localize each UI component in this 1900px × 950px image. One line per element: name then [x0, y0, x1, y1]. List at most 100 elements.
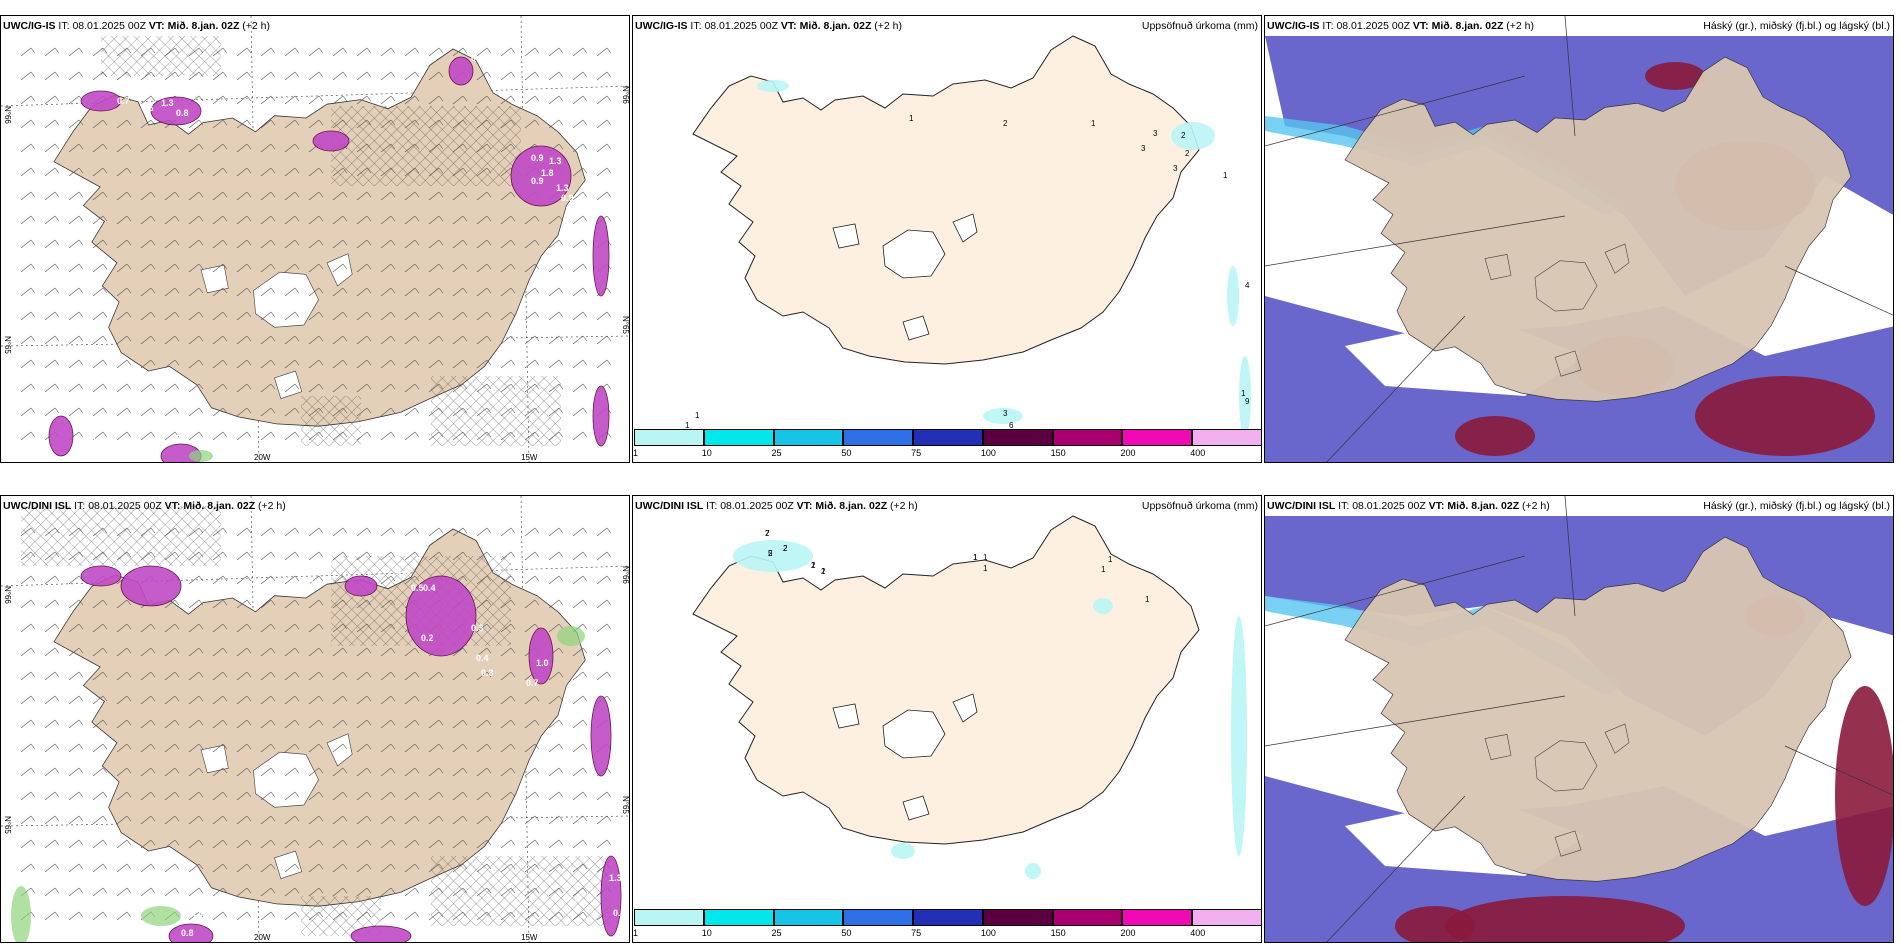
graticule-line: [1265, 75, 1526, 147]
wind-barb-flag: [390, 47, 396, 54]
wind-barb: [428, 143, 440, 153]
precip-area: [983, 408, 1023, 424]
wind-barb: [452, 215, 464, 225]
wind-barb: [476, 863, 488, 873]
wind-barb-flag: [486, 719, 492, 726]
cloud-cover-map: [1265, 16, 1893, 462]
wind-barb-flag: [438, 407, 444, 414]
cloud-cover-map: [1265, 496, 1893, 942]
wind-barb-flag: [222, 791, 228, 798]
wind-barb-flag: [198, 359, 204, 366]
wind-barb-flag: [102, 719, 108, 726]
wind-barb: [188, 815, 200, 825]
wind-barb: [332, 599, 344, 609]
wind-barb-flag: [606, 791, 612, 798]
wind-barb: [260, 719, 272, 729]
wind-barb-flag: [606, 95, 612, 102]
wind-barb: [476, 263, 488, 273]
precip-value-label: 0.9: [561, 193, 574, 203]
wind-barb-flag: [342, 527, 348, 534]
wind-barb-flag: [78, 167, 84, 174]
wind-barb-flag: [270, 287, 276, 294]
colorbar-swatch: [843, 909, 914, 926]
wind-barb-flag: [78, 815, 84, 822]
wind-barb-flag: [270, 191, 276, 198]
wind-barb-flag: [30, 167, 36, 174]
wind-barb-flag: [366, 887, 372, 894]
wind-barb: [356, 431, 368, 441]
wind-barb: [236, 719, 248, 729]
wind-barb-flag: [318, 71, 324, 78]
wind-barb-flag: [318, 191, 324, 198]
wind-barb: [164, 143, 176, 153]
wind-barb: [572, 95, 584, 105]
wind-barb-flag: [222, 239, 228, 246]
wind-barb: [500, 215, 512, 225]
wind-barb-flag: [390, 215, 396, 222]
wind-barb-flag: [342, 335, 348, 342]
wind-barb-flag: [294, 839, 300, 846]
wind-barb: [476, 719, 488, 729]
wind-barb-flag: [174, 263, 180, 270]
wind-barb: [20, 287, 32, 297]
wind-barb-flag: [582, 335, 588, 342]
wind-barb-flag: [582, 791, 588, 798]
wind-barb: [476, 191, 488, 201]
wind-barb: [452, 47, 464, 57]
wind-barb-flag: [174, 335, 180, 342]
wind-barb: [404, 887, 416, 897]
wind-barb-flag: [318, 863, 324, 870]
wind-barb: [188, 863, 200, 873]
colorbar-tick-label: 100: [980, 448, 996, 458]
wind-barb: [236, 887, 248, 897]
wind-barb: [380, 671, 392, 681]
panel-header: UWC/IG-IS IT: 08.01.2025 00Z VT: Mið. 8.…: [1267, 20, 1535, 32]
wind-barb: [68, 263, 80, 273]
wind-barb: [92, 47, 104, 57]
wind-barb: [404, 263, 416, 273]
wind-barb: [332, 287, 344, 297]
wind-barb: [92, 359, 104, 369]
wind-barb-flag: [270, 623, 276, 630]
wind-barb: [140, 215, 152, 225]
wind-barb-flag: [270, 431, 276, 438]
wind-barb: [236, 215, 248, 225]
wind-barb-flag: [270, 119, 276, 126]
wind-barb: [548, 311, 560, 321]
wind-barb: [332, 527, 344, 537]
high-cloud-area: [1695, 376, 1875, 456]
wind-barb: [116, 863, 128, 873]
wind-barb-flag: [486, 815, 492, 822]
wind-barb: [20, 239, 32, 249]
wind-barb-flag: [294, 647, 300, 654]
wind-barb-flag: [462, 47, 468, 54]
precip-area: [1239, 356, 1251, 436]
precip-value-label: 5: [768, 549, 773, 558]
wind-barb: [356, 791, 368, 801]
wind-barb-flag: [390, 311, 396, 318]
wind-barb-flag: [126, 383, 132, 390]
wind-barb-flag: [462, 911, 468, 918]
wind-barb-flag: [150, 431, 156, 438]
wind-barb-flag: [558, 647, 564, 654]
wind-barb: [284, 47, 296, 57]
glacier-outline: [952, 213, 978, 243]
wind-barb: [476, 215, 488, 225]
wind-barb-flag: [246, 167, 252, 174]
wind-barb: [404, 287, 416, 297]
wind-barb-flag: [486, 191, 492, 198]
wind-barb-flag: [606, 167, 612, 174]
wind-barb-flag: [198, 887, 204, 894]
wind-barb: [20, 647, 32, 657]
graticule-line: [1564, 496, 1576, 617]
wind-barb: [380, 623, 392, 633]
wind-barb: [332, 911, 344, 921]
panel-header: UWC/DINI ISL IT: 08.01.2025 00Z VT: Mið.…: [3, 500, 286, 512]
wind-barb-flag: [438, 671, 444, 678]
wind-barb: [500, 143, 512, 153]
wind-barb: [164, 167, 176, 177]
map-panel-igis-wind: UWC/IG-IS IT: 08.01.2025 00Z VT: Mið. 8.…: [0, 15, 630, 463]
wind-barb: [308, 791, 320, 801]
wind-barb-flag: [558, 551, 564, 558]
